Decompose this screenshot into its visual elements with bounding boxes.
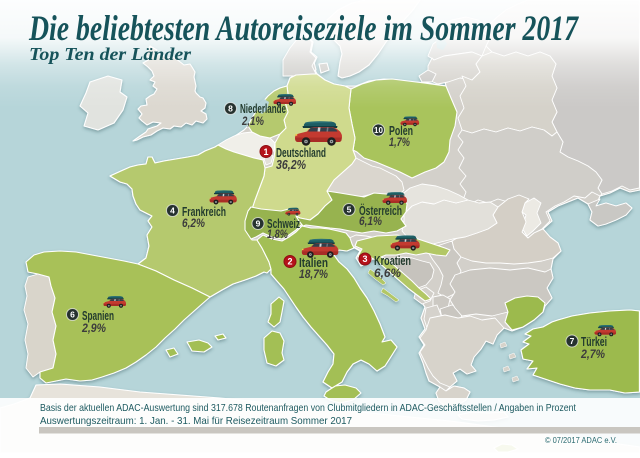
svg-text:6,2%: 6,2% bbox=[182, 218, 205, 230]
svg-text:2,7%: 2,7% bbox=[580, 349, 605, 361]
svg-text:1,7%: 1,7% bbox=[389, 137, 410, 149]
svg-text:© 07/2017 ADAC e.V.: © 07/2017 ADAC e.V. bbox=[545, 435, 617, 445]
svg-text:2,1%: 2,1% bbox=[241, 116, 264, 128]
svg-text:Frankreich: Frankreich bbox=[182, 205, 226, 219]
svg-text:Deutschland: Deutschland bbox=[276, 146, 326, 160]
svg-text:Schweiz: Schweiz bbox=[267, 217, 300, 231]
svg-text:Österreich: Österreich bbox=[359, 203, 402, 218]
svg-text:Türkei: Türkei bbox=[581, 335, 607, 349]
svg-text:1,8%: 1,8% bbox=[267, 229, 288, 241]
svg-text:Spanien: Spanien bbox=[82, 309, 114, 323]
svg-text:6,6%: 6,6% bbox=[374, 268, 401, 280]
svg-text:5: 5 bbox=[347, 204, 352, 214]
svg-text:7: 7 bbox=[570, 336, 575, 346]
svg-text:Italien: Italien bbox=[299, 256, 328, 270]
svg-text:4: 4 bbox=[170, 205, 175, 215]
svg-text:6: 6 bbox=[70, 309, 75, 319]
svg-text:Niederlande: Niederlande bbox=[240, 102, 286, 116]
svg-text:2,9%: 2,9% bbox=[81, 323, 106, 335]
svg-text:Die beliebtesten Autoreiseziel: Die beliebtesten Autoreiseziele im Somme… bbox=[28, 8, 579, 48]
svg-text:Kroatien: Kroatien bbox=[374, 254, 411, 268]
svg-text:18,7%: 18,7% bbox=[299, 269, 328, 281]
svg-text:10: 10 bbox=[374, 126, 383, 135]
svg-text:2: 2 bbox=[287, 257, 292, 267]
svg-text:36,2%: 36,2% bbox=[276, 157, 306, 172]
svg-text:Top Ten der Länder: Top Ten der Länder bbox=[29, 44, 192, 64]
svg-text:Basis der aktuellen ADAC-Auswe: Basis der aktuellen ADAC-Auswertung sind… bbox=[40, 402, 576, 414]
svg-text:8: 8 bbox=[228, 103, 233, 113]
svg-text:Polen: Polen bbox=[389, 124, 413, 138]
svg-text:6,1%: 6,1% bbox=[359, 216, 382, 228]
svg-text:3: 3 bbox=[362, 254, 367, 264]
svg-text:9: 9 bbox=[256, 218, 261, 228]
svg-text:1: 1 bbox=[263, 147, 268, 157]
svg-text:Auswertungszeitraum: 1. Jan. -: Auswertungszeitraum: 1. Jan. - 31. Mai f… bbox=[40, 415, 352, 427]
